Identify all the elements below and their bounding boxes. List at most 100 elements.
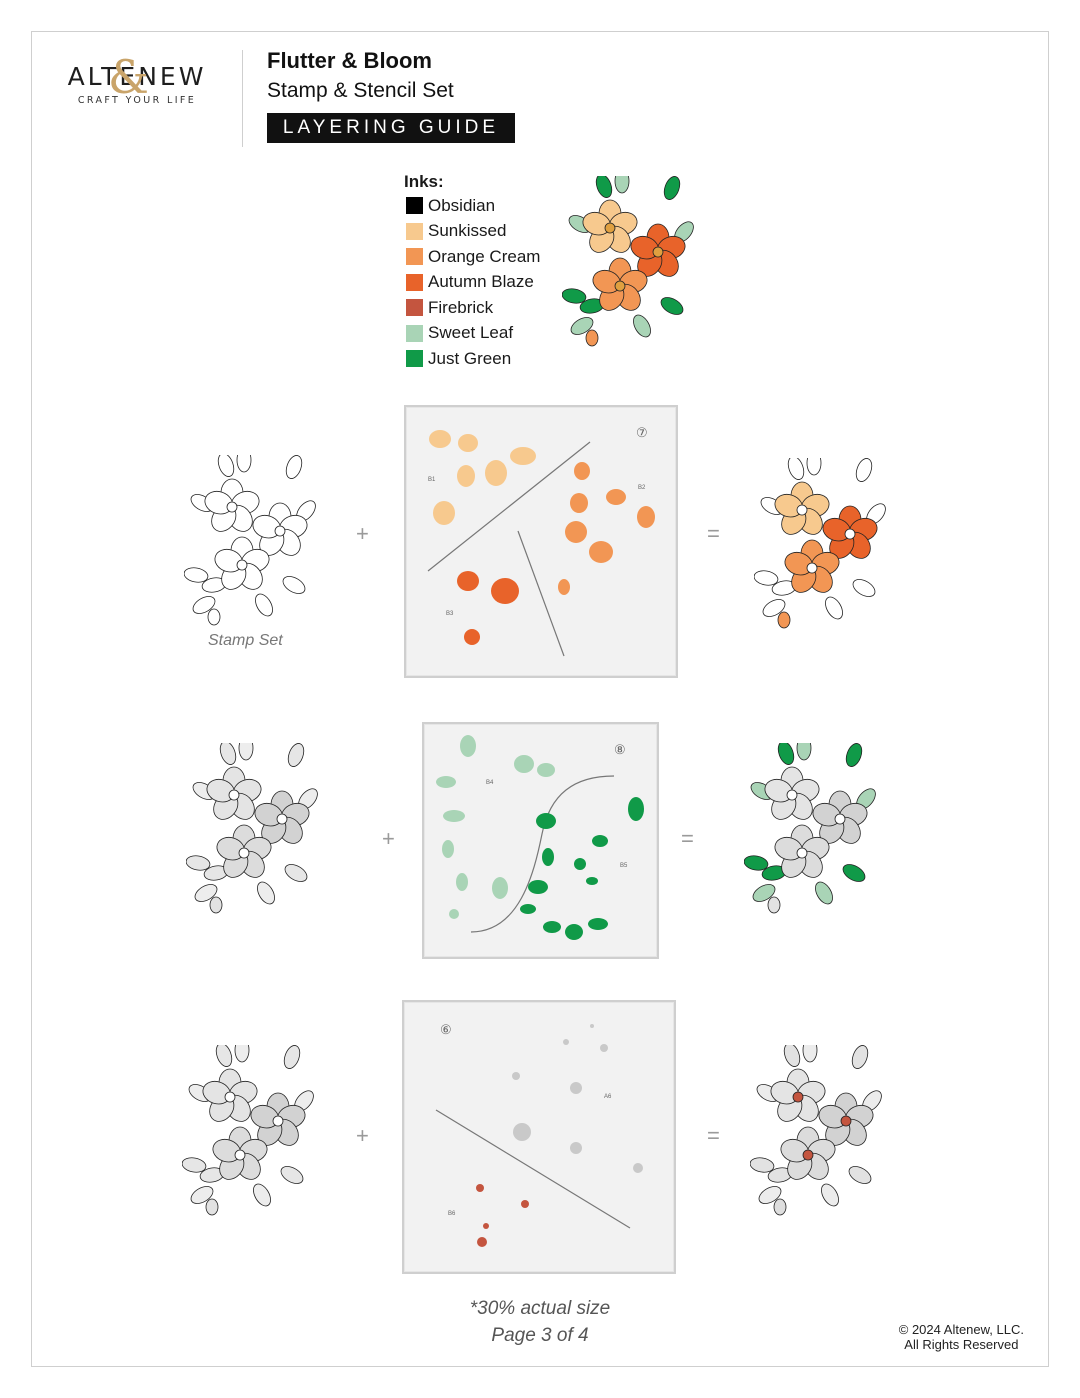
flower-center: [226, 501, 238, 513]
petal-opening: [429, 430, 451, 448]
leaf-shape: [283, 1045, 301, 1069]
flower-center: [228, 789, 240, 801]
plus-sign: +: [356, 521, 369, 546]
product-subtitle: Stamp & Stencil Set: [267, 79, 454, 102]
center-opening: [563, 1039, 569, 1045]
leaf-shape: [570, 317, 594, 335]
flower-center: [802, 1149, 814, 1161]
leaf-shape: [806, 458, 822, 476]
petal-opening: [457, 465, 475, 487]
leaf-shape: [287, 743, 305, 767]
leaf-shape: [234, 1045, 250, 1063]
leaf-shape: [192, 596, 216, 614]
ampersand-logo-mark: &: [108, 50, 149, 104]
leaf-opening: [537, 763, 555, 777]
leaf-shape: [825, 596, 843, 620]
leaf-shape: [787, 458, 805, 480]
leaf-opening: [442, 840, 454, 858]
page-border: [31, 31, 1049, 1367]
petal-opening: [464, 629, 480, 645]
flower-center: [786, 789, 798, 801]
flower-center: [652, 246, 664, 258]
leaf-shape: [190, 1186, 214, 1204]
center-opening: [590, 1024, 594, 1028]
leaf-shape: [851, 1045, 869, 1069]
flower-center: [276, 813, 288, 825]
stencil-7: ⑦ B1 B2 B3: [404, 405, 678, 678]
center-opening: [570, 1082, 582, 1094]
stencil-label: B6: [448, 1211, 456, 1217]
center-opening: [476, 1184, 484, 1192]
leaf-opening: [588, 918, 608, 930]
stencil-8: ⑧ B4 B5: [422, 722, 659, 959]
flower-center: [272, 1115, 284, 1127]
colored-bouquet-preview: [562, 176, 694, 347]
stencil-label: B4: [486, 780, 494, 786]
leaf-opening: [543, 921, 561, 933]
plus-sign: +: [356, 1123, 369, 1148]
leaf-opening: [574, 858, 586, 870]
bud-shape: [585, 329, 599, 347]
stamp-grey-flowers: [186, 743, 318, 914]
leaf-shape: [182, 1157, 207, 1173]
petal-opening: [606, 489, 626, 505]
stencil-label: B3: [446, 611, 454, 617]
leaf-shape: [855, 458, 873, 482]
stencil-number: ⑧: [614, 742, 626, 757]
ink-name: Orange Cream: [428, 246, 541, 266]
leaf-opening: [436, 776, 456, 788]
leaf-shape: [783, 1045, 801, 1067]
petal-opening: [485, 460, 507, 486]
petal-opening: [637, 506, 655, 528]
plus-sign: +: [382, 826, 395, 851]
leaf-opening: [528, 880, 548, 894]
leaf-shape: [842, 864, 866, 882]
leaf-opening: [456, 873, 468, 891]
ink-swatch: [406, 299, 423, 317]
result-green-leaves: [744, 743, 876, 914]
leaf-shape: [562, 288, 587, 304]
petal-opening: [558, 579, 570, 595]
copyright: © 2024 Altenew, LLC. All Rights Reserved: [899, 1322, 1024, 1352]
leaf-shape: [852, 579, 876, 597]
leaf-shape: [284, 864, 308, 882]
bud-shape: [205, 1198, 219, 1216]
leaf-shape: [236, 455, 252, 473]
leaf-shape: [186, 855, 211, 871]
ink-item: Obsidian: [404, 193, 540, 219]
ink-name: Autumn Blaze: [428, 272, 534, 292]
petal-opening: [457, 571, 479, 591]
petal-opening: [589, 541, 613, 563]
flower-center: [796, 847, 808, 859]
size-note: *30% actual size: [469, 1298, 611, 1319]
leaf-shape: [595, 176, 613, 198]
stencil-guide-line: [427, 441, 591, 572]
leaf-opening: [443, 810, 465, 822]
petal-opening: [565, 521, 587, 543]
ink-item: Orange Cream: [404, 244, 540, 270]
petal-opening: [574, 462, 590, 480]
center-opening: [477, 1237, 487, 1247]
leaf-shape: [184, 567, 209, 583]
petal-opening: [491, 578, 519, 604]
ink-item: Sunkissed: [404, 219, 540, 245]
flower-center: [238, 847, 250, 859]
leaf-shape: [280, 1166, 304, 1184]
leaf-opening: [536, 813, 556, 829]
leaf-opening: [520, 904, 536, 914]
center-opening: [512, 1072, 520, 1080]
stamp-set-label: Stamp Set: [208, 632, 283, 649]
leaf-shape: [802, 1045, 818, 1063]
flower-center: [604, 222, 616, 234]
ink-swatch: [406, 248, 423, 266]
copyright-line: All Rights Reserved: [904, 1337, 1019, 1352]
leaf-shape: [194, 884, 218, 902]
leaf-opening: [586, 877, 598, 885]
ink-swatch: [406, 222, 423, 240]
leaf-shape: [796, 743, 812, 761]
flower-center: [792, 1091, 804, 1103]
bud-shape: [209, 896, 223, 914]
flower-center: [806, 562, 818, 574]
center-opening: [521, 1200, 529, 1208]
flower-center: [234, 1149, 246, 1161]
